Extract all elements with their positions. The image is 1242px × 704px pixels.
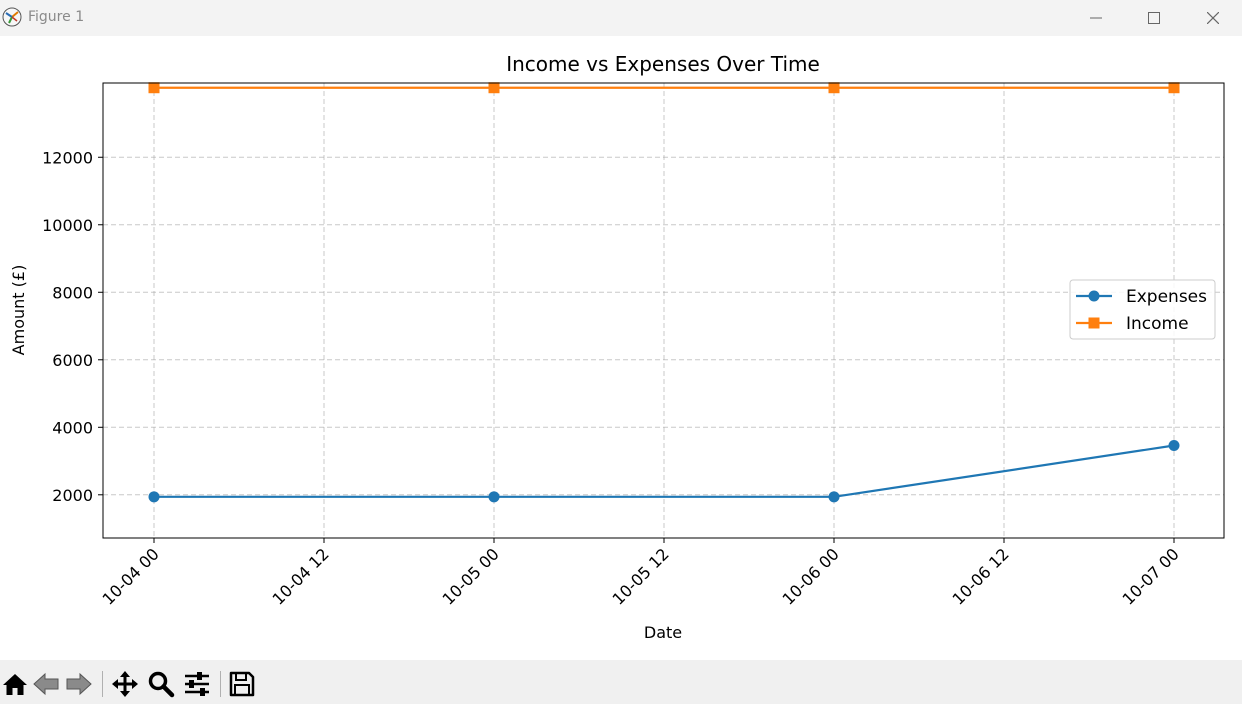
data-point-income bbox=[1168, 82, 1180, 94]
x-tick-label: 10-05 00 bbox=[439, 544, 503, 608]
forward-icon bbox=[66, 672, 92, 696]
chart-title: Income vs Expenses Over Time bbox=[506, 52, 820, 76]
series-line-expenses bbox=[154, 444, 1175, 498]
configure-subplots-icon bbox=[185, 672, 209, 696]
matplotlib-app-icon bbox=[2, 7, 22, 27]
y-tick-label: 2000 bbox=[52, 486, 93, 505]
x-tick-label: 10-04 00 bbox=[99, 544, 163, 608]
x-tick-label: 10-05 12 bbox=[609, 544, 673, 608]
legend: Expenses Income bbox=[1069, 279, 1216, 340]
legend-income-marker bbox=[1088, 317, 1100, 329]
x-tick-label: 10-06 12 bbox=[949, 544, 1013, 608]
axis-ticks: 10-04 00 10-04 12 10-05 00 10-05 12 10-06 00… bbox=[42, 148, 1183, 608]
home-icon bbox=[3, 674, 27, 695]
home-button[interactable] bbox=[0, 669, 30, 699]
data-point-income bbox=[148, 82, 160, 94]
toolbar-separator bbox=[220, 671, 221, 697]
data-point-expenses bbox=[828, 491, 840, 503]
minimize-button[interactable] bbox=[1073, 0, 1119, 36]
save-icon bbox=[229, 671, 255, 697]
data-point-expenses bbox=[148, 491, 160, 503]
close-button[interactable] bbox=[1190, 0, 1236, 36]
legend-box bbox=[1069, 279, 1216, 340]
zoom-button[interactable] bbox=[146, 669, 176, 699]
window-title: Figure 1 bbox=[28, 9, 85, 25]
configure-subplots-button[interactable] bbox=[182, 669, 212, 699]
y-tick-label: 12000 bbox=[42, 148, 93, 167]
maximize-button[interactable] bbox=[1131, 0, 1177, 36]
data-point-expenses bbox=[1168, 440, 1180, 452]
x-tick-label: 10-06 00 bbox=[779, 544, 843, 608]
save-button[interactable] bbox=[227, 669, 257, 699]
data-point-income bbox=[488, 82, 500, 94]
pan-button[interactable] bbox=[110, 669, 140, 699]
x-axis-label: Date bbox=[644, 623, 682, 642]
legend-income-label: Income bbox=[1126, 314, 1189, 334]
zoom-icon bbox=[148, 671, 175, 698]
close-icon bbox=[1207, 12, 1219, 24]
forward-button[interactable] bbox=[64, 669, 94, 699]
window-titlebar: Figure 1 bbox=[0, 0, 1242, 36]
figure-canvas[interactable]: Income vs Expenses Over Time 10-04 00 10-… bbox=[0, 36, 1242, 660]
y-tick-label: 8000 bbox=[52, 283, 93, 302]
x-tick-label: 10-07 00 bbox=[1119, 544, 1183, 608]
navigation-toolbar bbox=[0, 660, 1242, 704]
minimize-icon bbox=[1090, 17, 1102, 19]
back-icon bbox=[33, 672, 59, 696]
x-tick-label: 10-04 12 bbox=[269, 544, 333, 608]
y-tick-label: 6000 bbox=[52, 351, 93, 370]
back-button[interactable] bbox=[31, 669, 61, 699]
grid-lines bbox=[103, 83, 1224, 538]
pan-icon bbox=[112, 671, 138, 697]
legend-expenses-marker bbox=[1088, 290, 1100, 302]
maximize-icon bbox=[1148, 12, 1160, 24]
toolbar-separator bbox=[102, 671, 103, 697]
chart: Income vs Expenses Over Time 10-04 00 10-… bbox=[9, 52, 1225, 642]
y-tick-label: 4000 bbox=[52, 418, 93, 437]
data-point-expenses bbox=[488, 491, 500, 503]
y-tick-label: 10000 bbox=[42, 216, 93, 235]
y-axis-label: Amount (£) bbox=[9, 265, 28, 356]
data-point-income bbox=[828, 82, 840, 94]
legend-expenses-label: Expenses bbox=[1126, 287, 1207, 307]
series-lines bbox=[148, 82, 1180, 503]
